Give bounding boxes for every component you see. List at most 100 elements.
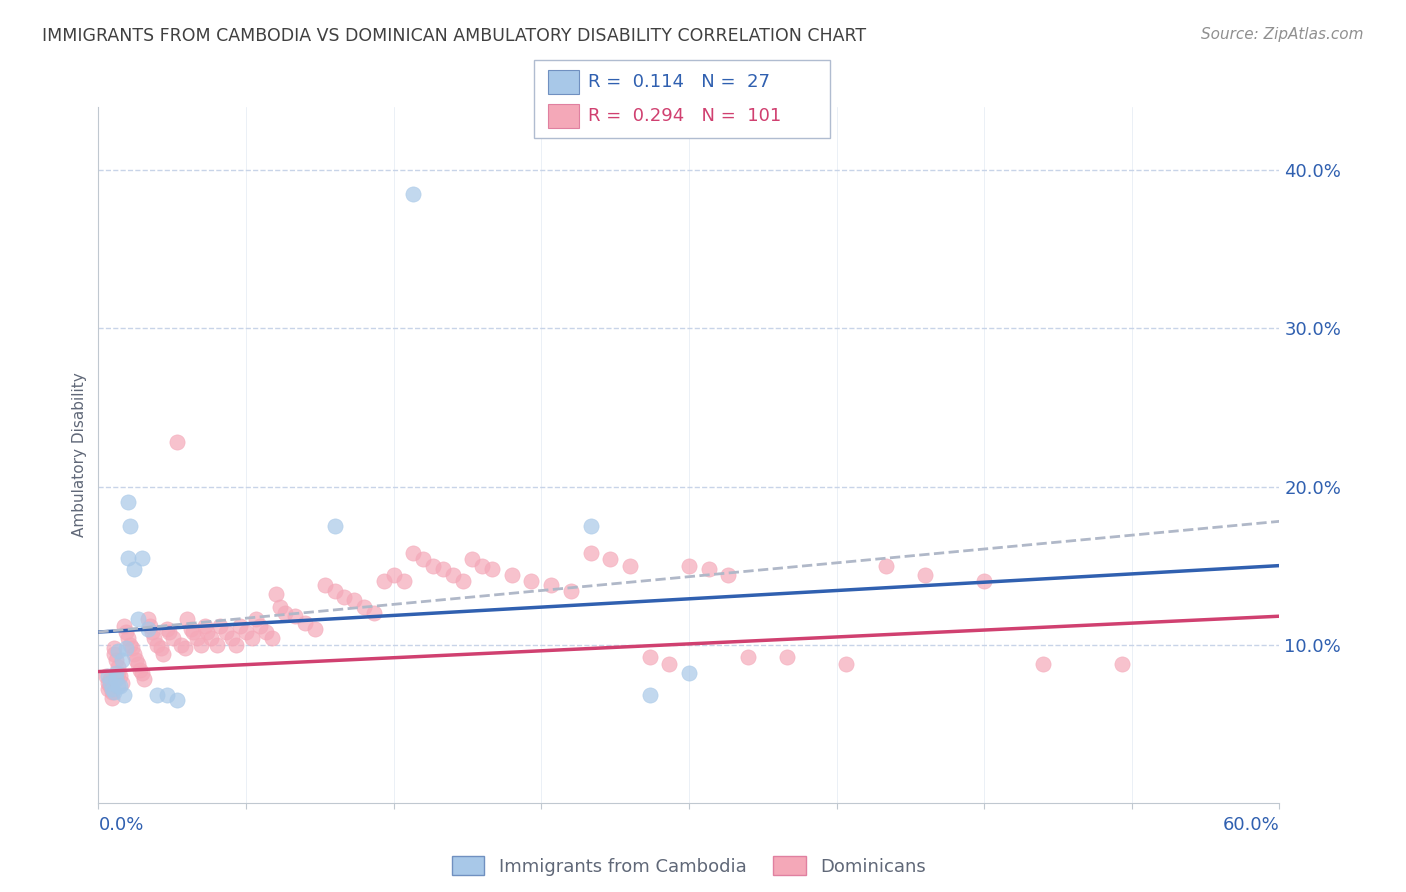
- Point: [343, 593, 366, 607]
- Point: [314, 577, 336, 591]
- Text: 0.0%: 0.0%: [98, 816, 143, 834]
- Point: [131, 666, 153, 681]
- Point: [619, 558, 641, 573]
- Point: [101, 685, 124, 699]
- Point: [97, 681, 120, 696]
- Point: [117, 632, 139, 646]
- Point: [174, 640, 197, 655]
- Point: [304, 622, 326, 636]
- Point: [678, 666, 700, 681]
- Point: [118, 519, 141, 533]
- Point: [215, 625, 238, 640]
- Point: [166, 435, 188, 450]
- Point: [638, 650, 661, 665]
- Point: [181, 625, 204, 640]
- Point: [914, 568, 936, 582]
- Point: [441, 568, 464, 582]
- Point: [117, 550, 139, 565]
- Point: [461, 552, 484, 566]
- Point: [156, 688, 179, 702]
- Point: [105, 653, 128, 667]
- Point: [117, 495, 139, 509]
- Point: [103, 685, 125, 699]
- Point: [101, 681, 124, 696]
- Point: [166, 693, 188, 707]
- Point: [323, 519, 346, 533]
- Point: [221, 632, 243, 646]
- Point: [112, 688, 135, 702]
- Point: [520, 574, 543, 589]
- Point: [150, 640, 173, 655]
- Point: [121, 640, 143, 655]
- Point: [107, 644, 129, 658]
- Point: [363, 606, 385, 620]
- Point: [973, 574, 995, 589]
- Text: Source: ZipAtlas.com: Source: ZipAtlas.com: [1201, 27, 1364, 42]
- Point: [835, 657, 858, 671]
- Point: [209, 618, 232, 632]
- Point: [205, 638, 228, 652]
- Text: R =  0.294   N =  101: R = 0.294 N = 101: [588, 107, 780, 125]
- Point: [98, 675, 121, 690]
- Point: [392, 574, 415, 589]
- Point: [264, 587, 287, 601]
- Point: [170, 638, 193, 652]
- Legend: Immigrants from Cambodia, Dominicans: Immigrants from Cambodia, Dominicans: [444, 849, 934, 883]
- Point: [382, 568, 405, 582]
- Point: [127, 612, 149, 626]
- Point: [180, 622, 202, 636]
- Y-axis label: Ambulatory Disability: Ambulatory Disability: [72, 373, 87, 537]
- Point: [875, 558, 897, 573]
- Point: [111, 675, 134, 690]
- Point: [658, 657, 681, 671]
- Point: [195, 625, 218, 640]
- Point: [560, 583, 582, 598]
- Point: [141, 625, 163, 640]
- Point: [98, 679, 121, 693]
- Point: [333, 591, 356, 605]
- Point: [678, 558, 700, 573]
- Point: [162, 632, 184, 646]
- Point: [107, 679, 129, 693]
- Point: [240, 632, 263, 646]
- Point: [107, 666, 129, 681]
- Point: [115, 625, 138, 640]
- Point: [127, 657, 149, 671]
- Point: [125, 653, 148, 667]
- Point: [136, 612, 159, 626]
- Point: [105, 673, 128, 687]
- Point: [229, 618, 252, 632]
- Point: [481, 562, 503, 576]
- Point: [402, 186, 425, 201]
- Point: [142, 632, 165, 646]
- Point: [103, 640, 125, 655]
- Point: [122, 562, 145, 576]
- Point: [97, 675, 120, 690]
- Point: [599, 552, 621, 566]
- Point: [323, 583, 346, 598]
- Point: [471, 558, 494, 573]
- Text: R =  0.114   N =  27: R = 0.114 N = 27: [588, 73, 769, 91]
- Point: [136, 622, 159, 636]
- Point: [697, 562, 720, 576]
- Point: [101, 691, 124, 706]
- Point: [194, 618, 217, 632]
- Point: [225, 638, 247, 652]
- Point: [146, 638, 169, 652]
- Point: [98, 673, 121, 687]
- Point: [146, 688, 169, 702]
- Point: [294, 615, 316, 630]
- Point: [176, 612, 198, 626]
- Point: [579, 546, 602, 560]
- Point: [373, 574, 395, 589]
- Point: [422, 558, 444, 573]
- Point: [131, 550, 153, 565]
- Point: [190, 638, 212, 652]
- Point: [138, 618, 160, 632]
- Point: [776, 650, 799, 665]
- Point: [249, 618, 271, 632]
- Point: [412, 552, 434, 566]
- Point: [579, 519, 602, 533]
- Point: [451, 574, 474, 589]
- Point: [235, 625, 257, 640]
